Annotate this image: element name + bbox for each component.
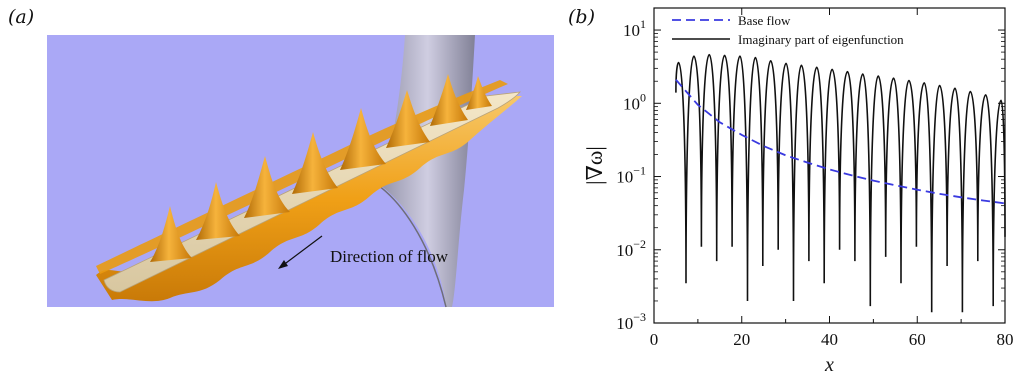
ridge-cone [292,132,338,194]
ridge-cone [386,90,430,148]
panel-b-label: (b) [568,6,595,28]
panel-a-label: (a) [8,6,35,28]
flow-direction-label: Direction of flow [330,247,449,266]
panel-b-chart: 0 20 40 60 80 101 100 10−1 10−2 10−3 x |∇ω| Base flo… [582,7,1014,376]
x-tick-label: 60 [909,330,926,349]
y-tick-label: 10−2 [616,237,646,260]
ridge-cone [150,206,192,262]
ridge-cone [340,108,386,170]
panel-a-rendering: Direction of flow [47,35,554,308]
x-tick-label: 20 [733,330,750,349]
ridge-cone [244,156,290,218]
flow-arrow-head [278,260,288,269]
legend-label-base-flow: Base flow [738,13,791,28]
y-tick-label: 10−1 [616,164,646,187]
y-tick-label: 101 [623,17,646,40]
y-axis-label: |∇ω| [582,146,607,185]
ridge-cone [466,76,492,110]
series-line-eigenfunction [675,53,1006,313]
plot-frame [653,7,1006,324]
y-tick-label: 10−3 [616,310,646,333]
ridge-cone [430,74,468,126]
legend-label-eigenfunction: Imaginary part of eigenfunction [738,32,904,47]
y-tick-label: 100 [623,90,646,113]
grey-sheet-edge [374,182,447,308]
x-tick-label: 0 [650,330,659,349]
series-line-base-flow [675,79,1006,205]
x-tick-label: 80 [997,330,1014,349]
ridge-cone [196,182,240,240]
x-tick-label: 40 [821,330,838,349]
flow-direction-arrow [281,235,323,267]
ridge-cones [150,74,492,262]
x-axis-label: x [824,354,834,376]
